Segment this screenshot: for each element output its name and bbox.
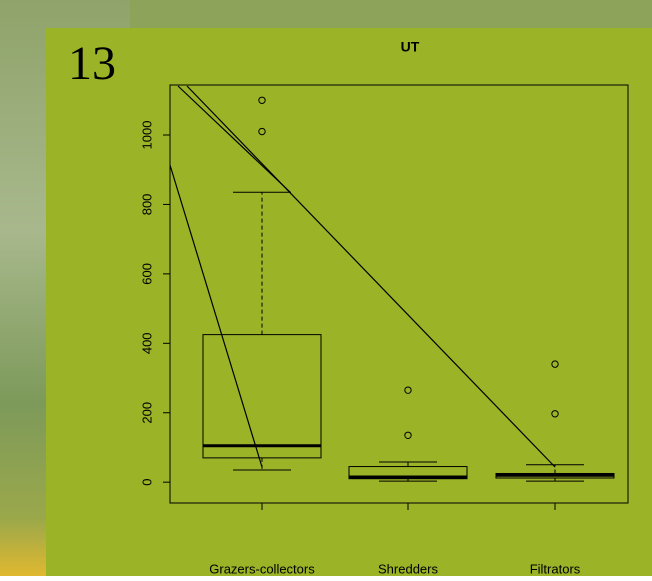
outlier bbox=[551, 410, 559, 418]
y-tick-label: 1000 bbox=[139, 121, 154, 150]
plot-frame bbox=[169, 84, 629, 504]
x-tick-label: Filtrators bbox=[530, 561, 581, 576]
photo-top bbox=[130, 0, 652, 28]
panel bbox=[46, 28, 652, 576]
slide-number: 13 bbox=[68, 37, 116, 90]
annotation-line bbox=[177, 85, 291, 193]
x-tick-label: Grazers-collectors bbox=[209, 561, 315, 576]
outlier bbox=[404, 431, 412, 440]
outlier bbox=[551, 360, 559, 368]
box bbox=[348, 466, 468, 480]
annotation-lines bbox=[169, 85, 556, 468]
box bbox=[202, 334, 322, 459]
chart-title: UT bbox=[401, 39, 420, 55]
outlier bbox=[404, 386, 412, 394]
outlier bbox=[258, 96, 266, 104]
outlier bbox=[258, 127, 266, 136]
y-tick-label: 200 bbox=[139, 402, 154, 424]
y-tick-label: 0 bbox=[139, 479, 154, 486]
y-tick-label: 400 bbox=[139, 332, 154, 354]
x-tick-label: Shredders bbox=[378, 561, 438, 576]
annotation-line bbox=[186, 85, 556, 468]
y-tick-label: 800 bbox=[139, 194, 154, 216]
y-tick-label: 600 bbox=[139, 263, 154, 285]
annotation-line bbox=[169, 164, 263, 468]
